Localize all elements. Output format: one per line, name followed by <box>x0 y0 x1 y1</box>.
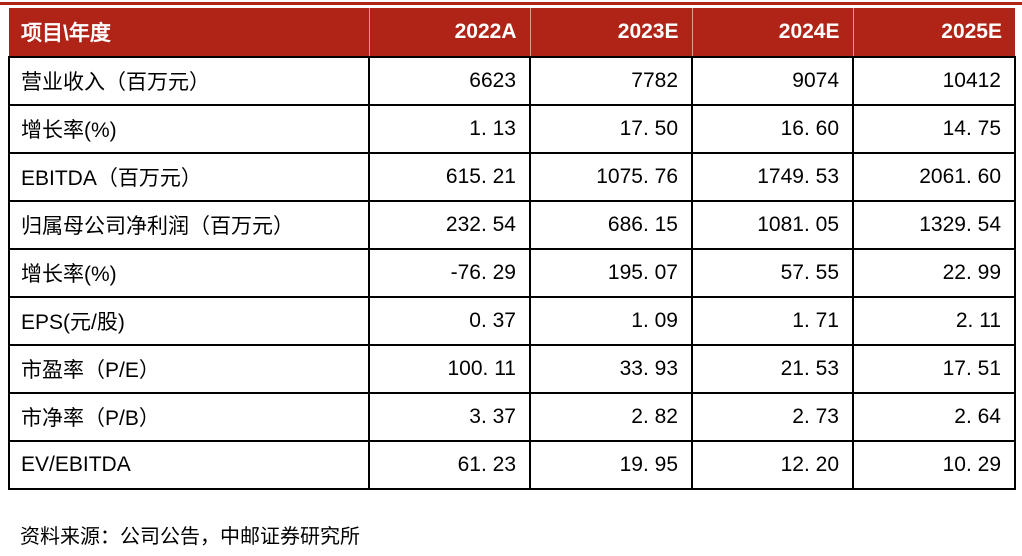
cell-value: 1. 13 <box>368 104 531 154</box>
cell-value: 615. 21 <box>368 152 531 202</box>
header-year-2024e: 2024E <box>691 8 853 57</box>
header-item-year-label: 项目\年度 <box>9 8 369 57</box>
row-label: EPS(元/股) <box>8 296 370 346</box>
row-label: 增长率(%) <box>8 248 370 298</box>
cell-value: 21. 53 <box>691 344 854 394</box>
cell-value: 17. 51 <box>852 344 1016 394</box>
row-label: EBITDA（百万元） <box>8 152 370 202</box>
table-row-ebitda: EBITDA（百万元） 615. 21 1075. 76 1749. 53 20… <box>8 152 1016 202</box>
cell-value: 6623 <box>368 56 531 106</box>
table-row-pb: 市净率（P/B） 3. 37 2. 82 2. 73 2. 64 <box>8 392 1016 442</box>
cell-value: 33. 93 <box>529 344 693 394</box>
financial-forecast-table: 项目\年度 2022A 2023E 2024E 2025E 营业收入（百万元） … <box>8 8 1016 490</box>
cell-value: 0. 37 <box>368 296 531 346</box>
cell-value: 19. 95 <box>529 440 693 490</box>
cell-value: 232. 54 <box>368 200 531 250</box>
table-header-row: 项目\年度 2022A 2023E 2024E 2025E <box>9 8 1015 57</box>
cell-value: 14. 75 <box>852 104 1016 154</box>
row-label: 增长率(%) <box>8 104 370 154</box>
table-row-revenue-growth: 增长率(%) 1. 13 17. 50 16. 60 14. 75 <box>8 104 1016 154</box>
cell-value: 2. 82 <box>529 392 693 442</box>
cell-value: 17. 50 <box>529 104 693 154</box>
cell-value: 3. 37 <box>368 392 531 442</box>
table-row-ev-ebitda: EV/EBITDA 61. 23 19. 95 12. 20 10. 29 <box>8 440 1016 490</box>
row-label: EV/EBITDA <box>8 440 370 490</box>
table-row-eps: EPS(元/股) 0. 37 1. 09 1. 71 2. 11 <box>8 296 1016 346</box>
cell-value: 57. 55 <box>691 248 854 298</box>
cell-value: 2. 73 <box>691 392 854 442</box>
cell-value: 100. 11 <box>368 344 531 394</box>
cell-value: 1. 09 <box>529 296 693 346</box>
cell-value: 2. 64 <box>852 392 1016 442</box>
cell-value: 9074 <box>691 56 854 106</box>
table-row-pe: 市盈率（P/E） 100. 11 33. 93 21. 53 17. 51 <box>8 344 1016 394</box>
header-year-2025e: 2025E <box>852 8 1015 57</box>
table-row-net-profit: 归属母公司净利润（百万元） 232. 54 686. 15 1081. 05 1… <box>8 200 1016 250</box>
cell-value: 10. 29 <box>852 440 1016 490</box>
cell-value: 1329. 54 <box>852 200 1016 250</box>
financial-forecast-table-container: 项目\年度 2022A 2023E 2024E 2025E 营业收入（百万元） … <box>8 8 1016 490</box>
cell-value: 10412 <box>852 56 1016 106</box>
source-note: 资料来源：公司公告，中邮证券研究所 <box>20 526 360 548</box>
row-label: 市净率（P/B） <box>8 392 370 442</box>
cell-value: 686. 15 <box>529 200 693 250</box>
cell-value: 22. 99 <box>852 248 1016 298</box>
table-row-profit-growth: 增长率(%) -76. 29 195. 07 57. 55 22. 99 <box>8 248 1016 298</box>
cell-value: 12. 20 <box>691 440 854 490</box>
cell-value: 1075. 76 <box>529 152 693 202</box>
row-label: 营业收入（百万元） <box>8 56 370 106</box>
cell-value: 195. 07 <box>529 248 693 298</box>
cell-value: 1749. 53 <box>691 152 854 202</box>
cell-value: 2. 11 <box>852 296 1016 346</box>
cell-value: 61. 23 <box>368 440 531 490</box>
table-row-revenue: 营业收入（百万元） 6623 7782 9074 10412 <box>8 56 1016 106</box>
row-label: 归属母公司净利润（百万元） <box>8 200 370 250</box>
header-year-2023e: 2023E <box>529 8 692 57</box>
cell-value: 1. 71 <box>691 296 854 346</box>
cell-value: 7782 <box>529 56 693 106</box>
cell-value: -76. 29 <box>368 248 531 298</box>
cell-value: 1081. 05 <box>691 200 854 250</box>
cell-value: 16. 60 <box>691 104 854 154</box>
header-year-2022a: 2022A <box>368 8 530 57</box>
top-accent-stripe <box>0 2 1022 5</box>
cell-value: 2061. 60 <box>852 152 1016 202</box>
row-label: 市盈率（P/E） <box>8 344 370 394</box>
